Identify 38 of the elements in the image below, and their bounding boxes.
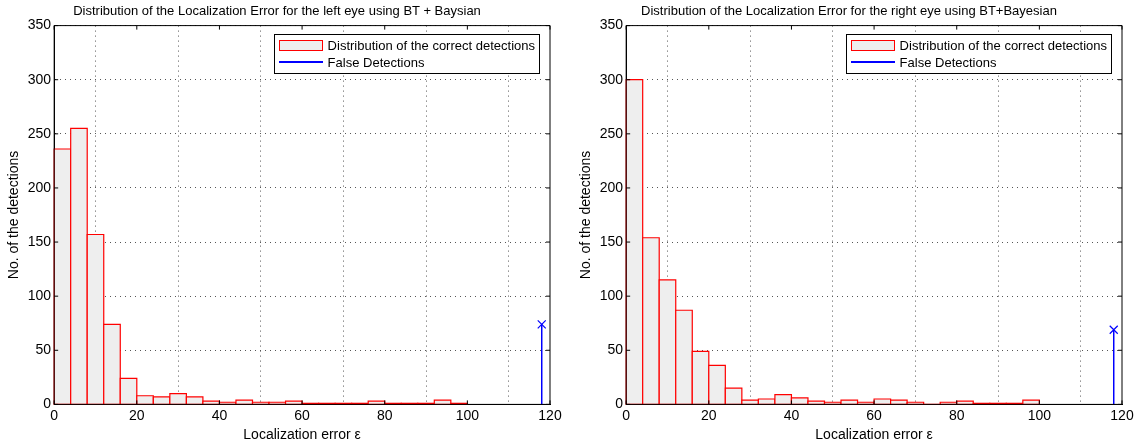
y-tick-label: 200: [27, 178, 52, 195]
x-tick-label: 40: [211, 406, 228, 423]
y-axis-title: No. of the detections: [577, 150, 594, 280]
x-axis-title: Localization error ε: [243, 426, 361, 443]
x-tick-label: 60: [866, 406, 883, 423]
x-tick-label: 80: [376, 406, 393, 423]
legend-label: False Detections: [899, 53, 997, 71]
legend-label: Distribution of the correct detections: [899, 36, 1107, 54]
y-tick-label: 150: [27, 232, 52, 249]
x-tick-label: 100: [1027, 406, 1052, 423]
x-tick-label: 120: [538, 406, 562, 423]
y-axis-title: No. of the detections: [5, 150, 22, 280]
x-tick-label: 120: [1110, 406, 1134, 423]
y-tick-label: 200: [599, 178, 624, 195]
y-tick-label: 300: [599, 70, 624, 87]
x-tick-label: 100: [455, 406, 480, 423]
x-tick-label: 40: [783, 406, 800, 423]
chart-title: Distribution of the Localization Error for the right eye using BT+Bayesian: [641, 3, 1057, 19]
y-tick-label: 350: [599, 16, 624, 33]
y-tick-label: 150: [599, 232, 624, 249]
y-tick-label: 0: [615, 395, 624, 412]
y-tick-label: 250: [27, 124, 52, 141]
y-tick-label: 0: [43, 395, 52, 412]
y-tick-label: 50: [35, 341, 52, 358]
y-tick-label: 300: [27, 70, 52, 87]
x-tick-label: 80: [948, 406, 965, 423]
y-tick-label: 100: [27, 287, 52, 304]
y-tick-label: 100: [599, 287, 624, 304]
x-tick-label: 20: [701, 406, 717, 423]
y-tick-label: 350: [27, 16, 52, 33]
x-axis-title: Localization error ε: [815, 426, 933, 443]
y-tick-label: 50: [607, 341, 624, 358]
chart-title: Distribution of the Localization Error for the left eye using BT + Baysian: [73, 3, 481, 19]
legend-label: False Detections: [327, 53, 425, 71]
y-tick-label: 250: [599, 124, 624, 141]
x-tick-label: 20: [129, 406, 145, 423]
legend-label: Distribution of the correct detections: [327, 36, 535, 54]
x-tick-label: 60: [294, 406, 311, 423]
